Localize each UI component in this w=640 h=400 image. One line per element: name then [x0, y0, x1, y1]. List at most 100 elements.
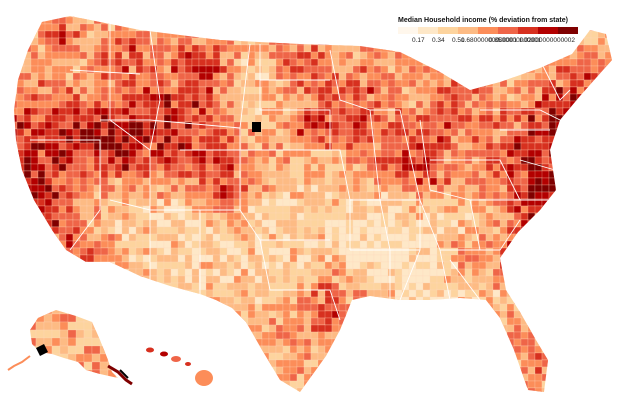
- county-tile: [219, 100, 228, 109]
- county-tile: [485, 79, 494, 88]
- county-tile: [338, 380, 347, 389]
- county-tile: [23, 205, 32, 214]
- county-tile: [163, 198, 172, 207]
- county-tile: [191, 177, 200, 186]
- county-tile: [58, 212, 67, 221]
- county-tile: [75, 353, 85, 363]
- county-tile: [51, 353, 61, 363]
- county-tile: [30, 254, 39, 263]
- county-tile: [289, 149, 298, 158]
- county-tile: [590, 16, 599, 25]
- county-tile: [569, 170, 578, 179]
- county-tile: [401, 212, 410, 221]
- county-tile: [289, 310, 298, 319]
- county-tile: [16, 373, 32, 382]
- county-tile: [254, 65, 263, 74]
- county-tile: [261, 16, 270, 25]
- county-tile: [478, 58, 487, 67]
- county-tile: [240, 142, 249, 151]
- county-tile: [611, 226, 612, 235]
- county-tile: [170, 121, 179, 130]
- county-tile: [142, 324, 151, 333]
- county-tile: [450, 240, 459, 249]
- county-tile: [611, 128, 612, 137]
- county-tile: [478, 240, 487, 249]
- county-tile: [51, 198, 60, 207]
- county-tile: [359, 93, 368, 102]
- county-tile: [51, 135, 60, 144]
- county-tile: [128, 331, 137, 340]
- county-tile: [114, 163, 123, 172]
- county-tile: [37, 44, 46, 53]
- county-tile: [464, 51, 480, 60]
- legend-swatch: [458, 27, 478, 34]
- county-tile: [289, 23, 298, 32]
- county-tile: [331, 219, 340, 228]
- county-tile: [590, 373, 599, 382]
- county-tile: [163, 212, 172, 221]
- county-tile: [170, 296, 179, 305]
- county-tile: [380, 149, 389, 158]
- county-tile: [548, 212, 557, 221]
- county-tile: [338, 114, 347, 123]
- county-tile: [380, 121, 389, 130]
- county-tile: [394, 219, 403, 228]
- county-tile: [310, 352, 319, 361]
- county-tile: [72, 366, 81, 375]
- county-tile: [366, 170, 375, 179]
- county-tile: [310, 331, 319, 340]
- county-tile: [128, 184, 137, 193]
- county-tile: [275, 58, 284, 67]
- county-tile: [541, 296, 550, 305]
- county-tile: [303, 345, 312, 354]
- county-tile: [513, 261, 522, 270]
- county-tile: [590, 212, 599, 221]
- county-tile: [604, 254, 612, 263]
- county-tile: [107, 321, 117, 331]
- county-tile: [506, 93, 515, 102]
- county-tile: [226, 100, 235, 109]
- county-tile: [555, 366, 564, 375]
- county-tile: [541, 261, 557, 270]
- county-tile: [177, 79, 186, 88]
- county-tile: [177, 226, 186, 235]
- county-tile: [492, 359, 501, 368]
- county-tile: [380, 275, 389, 284]
- county-tile: [142, 16, 151, 18]
- county-tile: [93, 296, 109, 305]
- county-tile: [163, 16, 179, 18]
- county-tile: [478, 345, 487, 354]
- county-tile: [149, 79, 158, 88]
- county-tile: [170, 205, 179, 214]
- county-tile: [156, 268, 165, 277]
- county-tile: [562, 268, 571, 277]
- county-tile: [37, 212, 46, 221]
- county-tile: [562, 275, 578, 284]
- county-tile: [387, 51, 396, 60]
- county-tile: [506, 373, 515, 382]
- county-tile: [345, 149, 354, 158]
- county-tile: [352, 170, 361, 179]
- county-tile: [226, 324, 235, 333]
- county-tile: [359, 254, 368, 263]
- county-tile: [233, 373, 249, 382]
- county-tile: [478, 268, 487, 277]
- county-tile: [562, 205, 571, 214]
- county-tile: [83, 337, 93, 347]
- county-tile: [478, 93, 487, 102]
- county-tile: [597, 100, 606, 109]
- county-tile: [107, 338, 116, 347]
- county-tile: [205, 107, 214, 116]
- county-tile: [86, 86, 95, 95]
- county-tile: [492, 275, 501, 284]
- county-tile: [191, 23, 200, 32]
- county-tile: [261, 86, 270, 95]
- county-tile: [107, 313, 118, 323]
- county-tile: [240, 352, 249, 361]
- county-tile: [520, 233, 536, 242]
- county-tile: [590, 156, 599, 165]
- county-tile: [576, 23, 585, 32]
- county-tile: [44, 23, 53, 32]
- county-tile: [163, 219, 172, 228]
- county-tile: [387, 233, 396, 242]
